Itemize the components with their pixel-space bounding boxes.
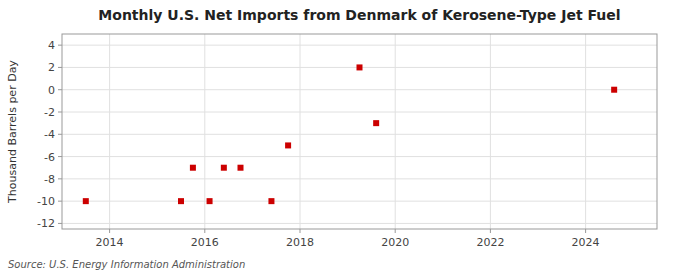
chart: -12 -10 -8 -6 -4 -2 0 2 4 2014 2016 2018 2020 2022 202… bbox=[0, 0, 675, 275]
point bbox=[611, 87, 617, 93]
y-tick-label: 2 bbox=[48, 61, 55, 74]
y-grid-line bbox=[62, 201, 657, 202]
y-tick bbox=[58, 223, 62, 224]
x-tick-label: 2018 bbox=[286, 236, 314, 249]
x-grid-line bbox=[300, 34, 301, 229]
x-tick-label: 2020 bbox=[381, 236, 409, 249]
y-grid-line bbox=[62, 134, 657, 135]
x-grid-line bbox=[109, 34, 110, 229]
point bbox=[268, 198, 274, 204]
x-grid-line bbox=[204, 34, 205, 229]
x-tick-label: 2022 bbox=[476, 236, 504, 249]
y-tick-label: -4 bbox=[44, 128, 55, 141]
plot-frame bbox=[62, 34, 657, 229]
y-tick bbox=[58, 134, 62, 135]
y-tick-label: -8 bbox=[44, 173, 55, 186]
y-tick-label: -10 bbox=[37, 195, 55, 208]
y-axis-label: Thousand Barrels per Day bbox=[6, 60, 19, 204]
y-tick bbox=[58, 112, 62, 113]
x-tick bbox=[109, 229, 110, 233]
x-tick bbox=[300, 229, 301, 233]
x-tick-label: 2024 bbox=[572, 236, 600, 249]
y-tick-label: -6 bbox=[44, 151, 55, 164]
point bbox=[238, 165, 244, 171]
y-tick bbox=[58, 67, 62, 68]
y-tick-label: -2 bbox=[44, 106, 55, 119]
x-tick bbox=[204, 229, 205, 233]
y-grid-line bbox=[62, 223, 657, 224]
y-tick-label: 0 bbox=[48, 84, 55, 97]
x-grid-line bbox=[490, 34, 491, 229]
y-grid-line bbox=[62, 112, 657, 113]
point bbox=[83, 198, 89, 204]
y-grid-line bbox=[62, 45, 657, 46]
y-tick bbox=[58, 178, 62, 179]
x-tick-label: 2014 bbox=[96, 236, 124, 249]
point bbox=[178, 198, 184, 204]
title: Monthly U.S. Net Imports from Denmark of… bbox=[98, 7, 620, 23]
y-grid-line bbox=[62, 156, 657, 157]
x-tick bbox=[395, 229, 396, 233]
x-grid-line bbox=[585, 34, 586, 229]
y-grid-line bbox=[62, 178, 657, 179]
point bbox=[373, 120, 379, 126]
points bbox=[83, 64, 617, 204]
y-grid-line bbox=[62, 89, 657, 90]
point bbox=[221, 165, 227, 171]
y-tick-label: -12 bbox=[37, 217, 55, 230]
y-tick bbox=[58, 156, 62, 157]
x-tick bbox=[585, 229, 586, 233]
y-tick bbox=[58, 201, 62, 202]
y-tick bbox=[58, 89, 62, 90]
point bbox=[357, 64, 363, 70]
point bbox=[190, 165, 196, 171]
axes: -12 -10 -8 -6 -4 -2 0 2 4 2014 2016 2018 2020 2022 202… bbox=[37, 39, 600, 249]
y-tick bbox=[58, 45, 62, 46]
point bbox=[207, 198, 213, 204]
y-tick-label: 4 bbox=[48, 39, 55, 52]
x-grid-line bbox=[395, 34, 396, 229]
x-tick-label: 2016 bbox=[191, 236, 219, 249]
grid bbox=[62, 34, 657, 229]
source: Source: U.S. Energy Information Administ… bbox=[8, 259, 245, 270]
x-tick bbox=[490, 229, 491, 233]
point bbox=[285, 142, 291, 148]
